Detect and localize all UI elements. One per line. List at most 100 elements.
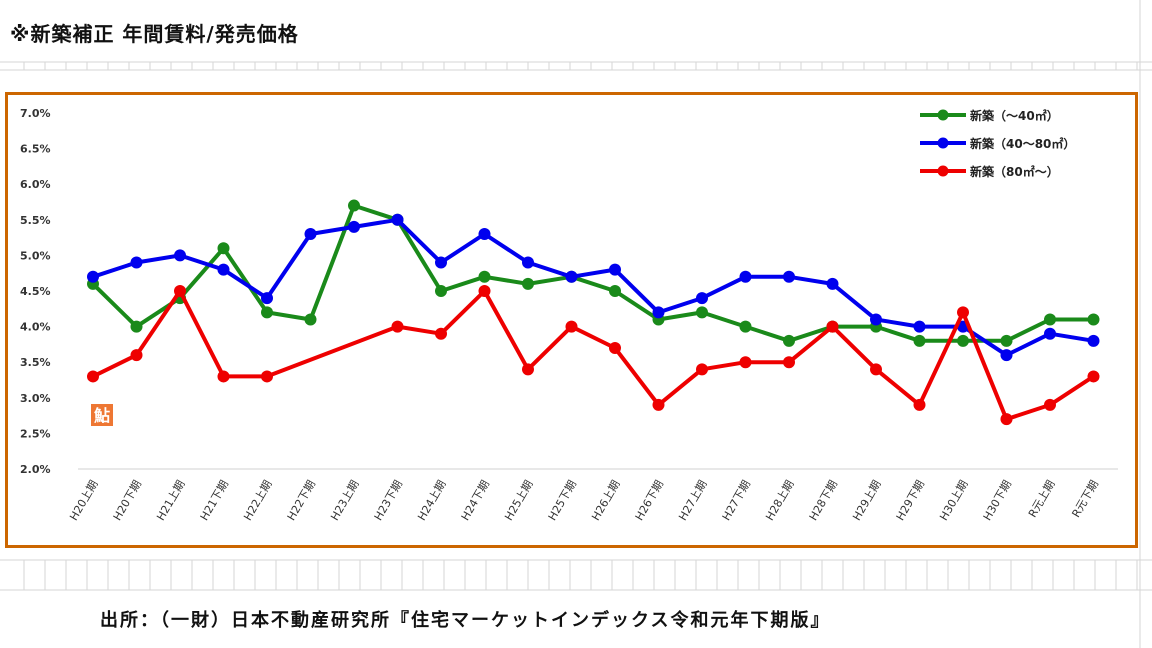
x-tick-label: H23上期: [328, 478, 361, 523]
data-point: [609, 341, 621, 354]
data-point: [261, 292, 273, 305]
legend-marker: [937, 137, 949, 149]
x-tick-label: H20下期: [111, 478, 144, 523]
data-point: [261, 306, 273, 319]
data-point: [478, 285, 491, 297]
data-point: [957, 306, 969, 319]
data-point: [522, 256, 534, 269]
y-tick-label: 4.5%: [20, 285, 51, 298]
data-point: [522, 277, 534, 290]
data-point: [217, 370, 230, 383]
badge-text: 鮎: [94, 406, 110, 425]
data-point: [783, 334, 795, 347]
x-tick-label: H25下期: [546, 478, 579, 523]
x-tick-label: H24上期: [415, 478, 448, 523]
series-line: [92, 217, 1094, 358]
data-point: [652, 306, 665, 319]
data-point: [130, 256, 143, 269]
x-tick-label: H23下期: [372, 478, 405, 523]
data-point: [130, 320, 143, 333]
x-tick-label: H26上期: [589, 478, 622, 523]
data-point: [304, 313, 317, 326]
data-point: [826, 277, 839, 290]
data-point: [1000, 413, 1013, 426]
data-point: [435, 327, 447, 340]
data-point: [696, 292, 708, 305]
x-tick-label: R元下期: [1070, 478, 1102, 520]
x-tick-label: H22下期: [285, 478, 318, 523]
x-tick-label: H24下期: [459, 478, 492, 523]
line-chart: 2.0% 2.5% 3.0% 3.5% 4.0% 4.5% 5.0% 5.5% 6.0% 6.5%…: [20, 107, 1118, 523]
data-point: [435, 285, 447, 297]
y-tick-label: 2.5%: [20, 427, 51, 440]
x-tick-label: H27下期: [720, 478, 753, 523]
y-tick-label: 6.5%: [20, 143, 51, 156]
legend-marker: [937, 165, 949, 177]
data-point: [739, 270, 752, 283]
data-point: [1087, 313, 1100, 326]
y-tick-label: 6.0%: [20, 178, 51, 191]
x-tick-label: H27上期: [676, 478, 709, 523]
source-note: 出所：（一財）日本不動産研究所『住宅マーケットインデックス令和元年下期版』: [100, 610, 831, 631]
y-tick-label: 4.0%: [20, 321, 51, 334]
data-point: [304, 228, 317, 241]
data-point: [1087, 334, 1100, 347]
legend-marker: [937, 109, 949, 121]
x-tick-label: H20上期: [67, 478, 100, 523]
x-tick-label: H21上期: [154, 478, 187, 523]
x-tick-label: H28下期: [807, 478, 840, 523]
y-tick-label: 5.0%: [20, 249, 51, 262]
data-point: [217, 263, 230, 276]
x-tick-label: H30上期: [937, 478, 970, 523]
data-point: [435, 256, 447, 269]
series-line: [92, 289, 1095, 422]
y-tick-label: 2.0%: [20, 463, 51, 476]
data-point: [1044, 398, 1056, 411]
data-point: [957, 334, 969, 347]
data-point: [1000, 349, 1013, 362]
data-point: [913, 334, 926, 347]
x-tick-label: H30下期: [981, 478, 1014, 523]
data-point: [87, 370, 99, 383]
page-title: ※新築補正 年間賃料/発売価格: [10, 22, 299, 46]
data-point: [348, 220, 360, 233]
data-point: [609, 263, 621, 276]
data-point: [217, 242, 230, 255]
data-point: [478, 270, 491, 283]
y-tick-label: 3.0%: [20, 392, 51, 405]
data-point: [130, 349, 143, 362]
data-point: [696, 306, 708, 319]
data-point: [652, 398, 665, 411]
x-tick-label: H29下期: [894, 478, 927, 523]
badge-icon: 鮎: [91, 404, 113, 426]
data-point: [783, 356, 795, 369]
data-point: [565, 270, 578, 283]
data-point: [391, 213, 404, 226]
data-point: [696, 363, 708, 376]
x-tick-label: H22上期: [241, 478, 274, 523]
data-point: [565, 320, 578, 333]
x-tick-label: H21下期: [198, 478, 231, 523]
data-point: [913, 320, 926, 333]
data-point: [1000, 334, 1013, 347]
data-point: [739, 320, 752, 333]
legend-label: 新築（～40㎡）: [970, 108, 1059, 123]
data-point: [174, 285, 186, 297]
chart-frame: 2.0% 2.5% 3.0% 3.5% 4.0% 4.5% 5.0% 5.5% 6.0% 6.5%…: [5, 92, 1138, 548]
data-point: [609, 285, 621, 297]
data-point: [391, 320, 404, 333]
data-point: [1044, 327, 1056, 340]
data-point: [870, 313, 882, 326]
series-line: [91, 203, 1094, 343]
data-point: [348, 199, 360, 212]
data-point: [739, 356, 752, 369]
data-point: [826, 320, 839, 333]
data-point: [1087, 370, 1100, 383]
x-tick-label: H28上期: [763, 478, 796, 523]
data-point: [783, 270, 795, 283]
y-tick-label: 7.0%: [20, 107, 51, 120]
data-point: [870, 363, 882, 376]
x-tick-label: H26下期: [633, 478, 666, 523]
x-tick-label: H29上期: [850, 478, 883, 523]
